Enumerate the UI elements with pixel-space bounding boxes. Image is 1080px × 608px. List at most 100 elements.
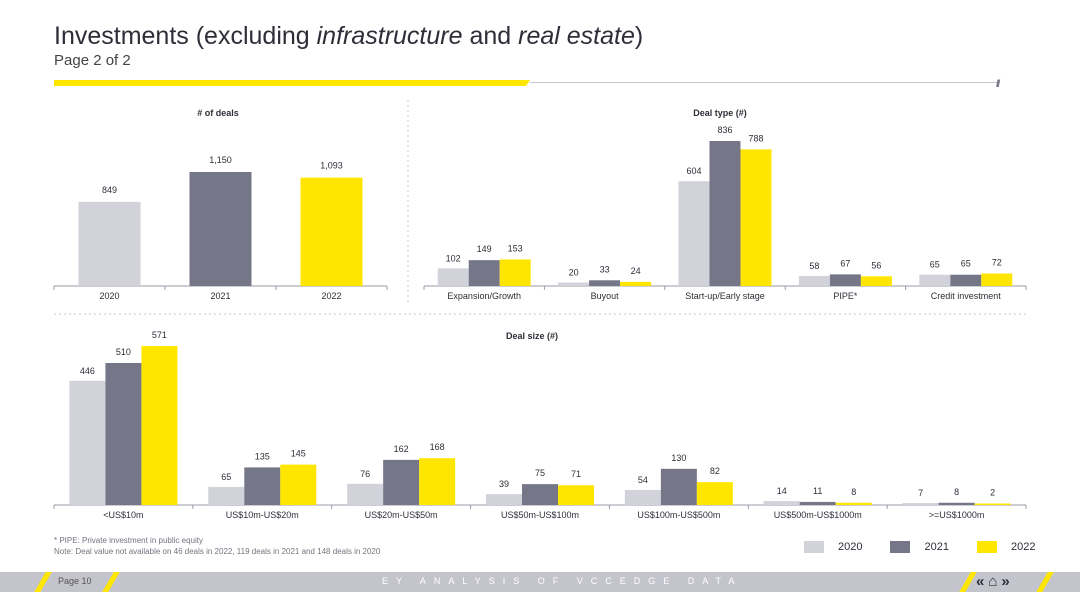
dealsize-bar-us-20m-us-50m-2021 xyxy=(383,459,420,505)
dealsize-category-label-us-20m-us-50m: US$20m-US$50m xyxy=(365,510,438,520)
page-subtitle: Page 2 of 2 xyxy=(54,52,131,69)
dealsize-data-label-us-10m-2021: 510 xyxy=(116,347,131,357)
dealsize-data-label-us-50m-us-100m-2022: 71 xyxy=(571,469,581,479)
deals-chart-title: # of deals xyxy=(197,108,239,118)
dealsize-data-label-us-50m-us-100m-2020: 39 xyxy=(499,479,509,489)
dealsize-category-label-us-10m: <US$10m xyxy=(103,510,143,520)
dealsize-category-label-us-1000m: >=US$1000m xyxy=(929,510,985,520)
dealsize-data-label-us-1000m-2022: 2 xyxy=(990,488,995,498)
dealsize-bar-us-10m-2022 xyxy=(141,346,178,505)
dealtype-bar-expansion-growth-2020 xyxy=(437,268,469,286)
dealtype-data-label-buyout-2020: 20 xyxy=(569,268,579,278)
dealsize-data-label-us-20m-us-50m-2022: 168 xyxy=(430,442,445,452)
legend-swatch xyxy=(804,541,824,553)
prev-page-icon[interactable]: « xyxy=(976,573,985,590)
dealtype-category-label-buyout: Buyout xyxy=(591,291,620,301)
dealtype-category-label-pipe: PIPE* xyxy=(833,291,858,301)
dealsize-data-label-us-10m-2022: 571 xyxy=(152,330,167,340)
legend-swatch xyxy=(890,541,911,553)
next-page-icon[interactable]: » xyxy=(1001,573,1010,590)
dealsize-bar-us-100m-us-500m-2020 xyxy=(624,489,661,505)
legend-item-2020: 2020 xyxy=(804,541,862,553)
dealtype-category-label-expansion-growth: Expansion/Growth xyxy=(447,291,521,301)
dealsize-bar-us-50m-us-100m-2022 xyxy=(558,485,594,505)
dealsize-data-label-us-500m-us-1000m-2020: 14 xyxy=(777,486,787,496)
deals-data-label-2021: 1,150 xyxy=(209,155,232,165)
dealsize-data-label-us-100m-us-500m-2020: 54 xyxy=(638,475,648,485)
dealtype-bar-credit-investment-2022 xyxy=(981,273,1013,286)
footer-nav: «⌂» xyxy=(976,573,1014,590)
dealsize-bar-us-20m-us-50m-2020 xyxy=(347,483,384,505)
footer-bar: Page 10 EY ANALYSIS OF VCCEDGE DATA «⌂» xyxy=(0,572,1080,592)
deals-bar-2021 xyxy=(189,172,252,286)
pipe-footnote: * PIPE: Private investment in public equ… xyxy=(54,536,203,545)
dealsize-data-label-us-100m-us-500m-2022: 82 xyxy=(710,466,720,476)
deals-category-label-2020: 2020 xyxy=(99,291,119,301)
dealtype-bar-buyout-2022 xyxy=(620,281,652,286)
dealsize-bar-us-1000m-2020 xyxy=(902,503,939,505)
dealsize-bar-us-100m-us-500m-2022 xyxy=(696,482,733,505)
dealtype-category-label-credit-investment: Credit investment xyxy=(931,291,1002,301)
dealtype-data-label-credit-investment-2020: 65 xyxy=(930,260,940,270)
deals-data-label-2020: 849 xyxy=(102,185,117,195)
dealsize-category-label-us-100m-us-500m: US$100m-US$500m xyxy=(637,510,720,520)
dealtype-data-label-credit-investment-2022: 72 xyxy=(992,258,1002,268)
deals-category-label-2021: 2021 xyxy=(210,291,230,301)
home-icon[interactable]: ⌂ xyxy=(988,573,998,590)
data-note: Note: Deal value not available on 46 dea… xyxy=(54,547,381,556)
dealsize-data-label-us-50m-us-100m-2021: 75 xyxy=(535,468,545,478)
dealtype-data-label-start-up-early-stage-2021: 836 xyxy=(717,125,732,135)
dealsize-data-label-us-100m-us-500m-2021: 130 xyxy=(671,453,686,463)
dealsize-data-label-us-20m-us-50m-2020: 76 xyxy=(360,469,370,479)
legend-item-2022: 2022 xyxy=(976,541,1035,553)
legend: 2020 2021 2022 xyxy=(804,541,1063,553)
dealsize-bar-us-100m-us-500m-2021 xyxy=(660,468,697,505)
dealsize-chart-title: Deal size (#) xyxy=(506,331,558,341)
dealsize-data-label-us-10m-us-20m-2020: 65 xyxy=(221,472,231,482)
dealsize-category-label-us-50m-us-100m: US$50m-US$100m xyxy=(501,510,579,520)
dealtype-data-label-credit-investment-2021: 65 xyxy=(961,259,971,269)
dealsize-data-label-us-10m-us-20m-2021: 135 xyxy=(255,451,270,461)
dealsize-bar-us-10m-2021 xyxy=(105,362,142,505)
dealsize-bar-us-1000m-2021 xyxy=(938,502,975,505)
dealtype-data-label-start-up-early-stage-2022: 788 xyxy=(748,133,763,143)
title-accent-rule xyxy=(54,80,530,86)
dealsize-data-label-us-10m-us-20m-2022: 145 xyxy=(291,449,306,459)
dealtype-data-label-pipe-2020: 58 xyxy=(809,261,819,271)
dealtype-data-label-start-up-early-stage-2020: 604 xyxy=(686,166,701,176)
dealtype-data-label-expansion-growth-2020: 102 xyxy=(446,253,461,263)
deals-bar-2022 xyxy=(300,177,363,286)
deals-bar-2020 xyxy=(78,201,141,286)
dealsize-bar-us-50m-us-100m-2020 xyxy=(486,494,522,505)
dealsize-bar-us-20m-us-50m-2022 xyxy=(419,458,456,505)
footer-caption: EY ANALYSIS OF VCCEDGE DATA xyxy=(382,576,743,586)
dealsize-bar-us-500m-us-1000m-2021 xyxy=(799,501,836,505)
dealtype-bar-buyout-2020 xyxy=(558,282,590,286)
dealsize-bar-us-10m-us-20m-2021 xyxy=(244,467,281,505)
page-number: Page 10 xyxy=(58,576,92,586)
dealtype-chart-title: Deal type (#) xyxy=(693,108,747,118)
dealtype-bar-pipe-2022 xyxy=(860,276,892,286)
dealtype-data-label-buyout-2021: 33 xyxy=(600,264,610,274)
dealtype-data-label-pipe-2021: 67 xyxy=(840,258,850,268)
dealsize-bar-us-50m-us-100m-2021 xyxy=(522,484,558,505)
dealsize-bar-us-500m-us-1000m-2020 xyxy=(763,501,800,505)
dealtype-bar-buyout-2021 xyxy=(589,280,621,286)
dealtype-data-label-buyout-2022: 24 xyxy=(631,266,641,276)
dealsize-data-label-us-1000m-2021: 8 xyxy=(954,487,959,497)
legend-swatch xyxy=(976,541,997,553)
dealtype-data-label-expansion-growth-2022: 153 xyxy=(508,243,523,253)
deals-category-label-2022: 2022 xyxy=(321,291,341,301)
dealsize-bar-us-1000m-2022 xyxy=(974,503,1011,505)
dealsize-data-label-us-500m-us-1000m-2021: 11 xyxy=(813,486,822,496)
dealtype-data-label-pipe-2022: 56 xyxy=(871,260,881,270)
dealsize-category-label-us-10m-us-20m: US$10m-US$20m xyxy=(226,510,299,520)
dealtype-bar-expansion-growth-2021 xyxy=(468,260,500,286)
dealsize-bar-us-500m-us-1000m-2022 xyxy=(835,502,872,505)
dealsize-bar-us-10m-us-20m-2020 xyxy=(208,486,245,505)
dealsize-data-label-us-1000m-2020: 7 xyxy=(918,488,923,498)
dealtype-bar-pipe-2021 xyxy=(829,274,861,286)
dealtype-category-label-start-up-early-stage: Start-up/Early stage xyxy=(685,291,765,301)
dealsize-bar-us-10m-us-20m-2022 xyxy=(280,464,317,505)
dealtype-bar-expansion-growth-2022 xyxy=(499,259,531,286)
